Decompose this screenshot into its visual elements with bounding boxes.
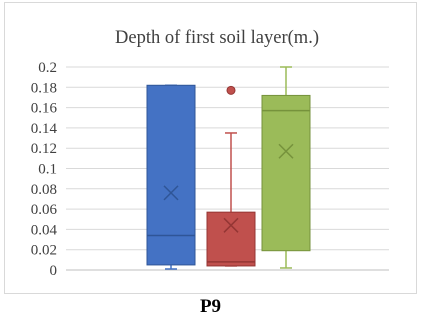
chart-frame: Depth of first soil layer(m.) 0 0.02 0.04 0… bbox=[4, 2, 417, 294]
mean-marker bbox=[223, 217, 239, 233]
chart-title: Depth of first soil layer(m.) bbox=[115, 28, 319, 48]
gridlines bbox=[66, 66, 389, 271]
y-tick-label: 0.02 bbox=[31, 243, 57, 259]
mean-marker bbox=[163, 185, 179, 201]
outlier-point bbox=[226, 85, 236, 95]
box-series-3 bbox=[261, 66, 311, 269]
y-tick-label: 0.2 bbox=[38, 60, 57, 76]
y-tick-label: 0.08 bbox=[31, 182, 57, 198]
mean-marker bbox=[278, 143, 294, 159]
box bbox=[146, 84, 196, 266]
box bbox=[261, 94, 311, 252]
y-tick-label: 0.18 bbox=[31, 80, 57, 96]
y-tick-label: 0.04 bbox=[31, 222, 58, 238]
y-tick-label: 0.14 bbox=[31, 121, 58, 137]
figure-caption: P9 bbox=[199, 296, 222, 317]
y-axis-ticks: 0 0.02 0.04 0.06 0.08 0.1 0.12 0.14 0.16 0.18 0.2 bbox=[31, 60, 58, 279]
box-series-2 bbox=[206, 85, 256, 267]
y-tick-label: 0.06 bbox=[31, 202, 58, 218]
y-tick-label: 0.12 bbox=[31, 141, 57, 157]
box bbox=[206, 211, 256, 267]
y-tick-label: 0.1 bbox=[38, 162, 57, 178]
box-plot-chart: Depth of first soil layer(m.) 00.020.040… bbox=[31, 28, 389, 279]
y-tick-label: 0 bbox=[50, 263, 58, 279]
boxes bbox=[146, 66, 311, 270]
box-series-1 bbox=[146, 84, 196, 270]
y-tick-label: 0.16 bbox=[31, 101, 58, 117]
